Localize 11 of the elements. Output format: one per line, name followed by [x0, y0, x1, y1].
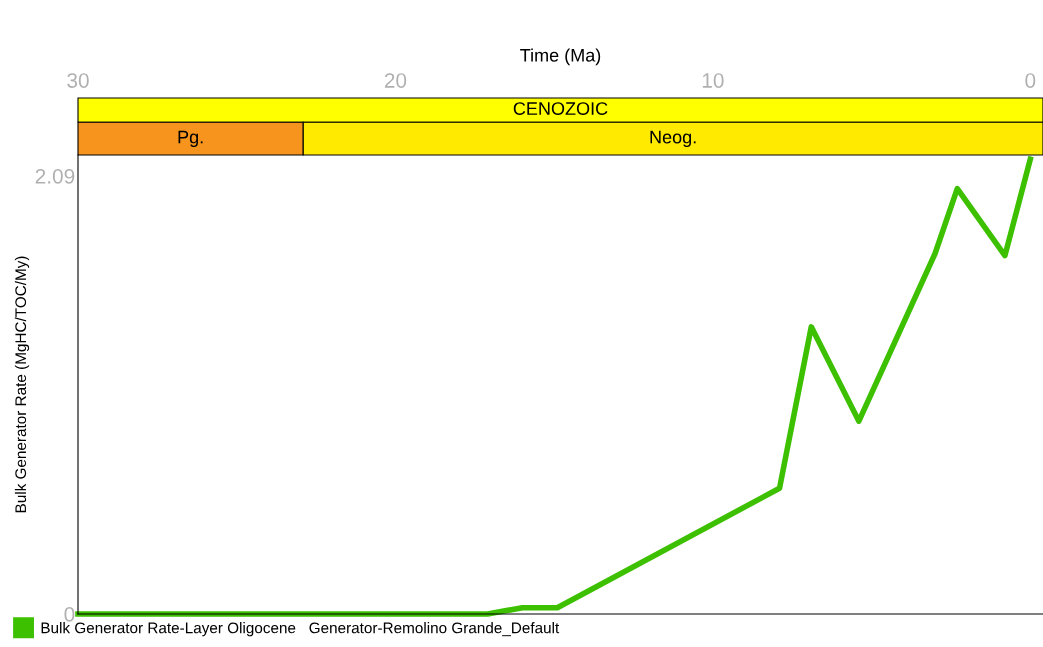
- text: Pg.: [178, 130, 203, 148]
- text: Neog.: [650, 130, 696, 148]
- legend-label: Bulk Generator Rate-Layer Oligocene Generator-Remolino Grande_Default: [41, 622, 560, 637]
- y-axis-title: Bulk Generator Rate (MgHC/TOC/My): [14, 256, 30, 513]
- x-tick-label: 0: [1025, 73, 1036, 88]
- x-tick-label: 30: [67, 73, 89, 88]
- x-axis-title: Time (Ma): [520, 48, 601, 66]
- x-tick-label: 20: [384, 73, 407, 88]
- y-tick-label: 2.09: [35, 168, 75, 184]
- x-tick-label: 10: [702, 73, 724, 88]
- text: CENOZOIC: [513, 102, 608, 115]
